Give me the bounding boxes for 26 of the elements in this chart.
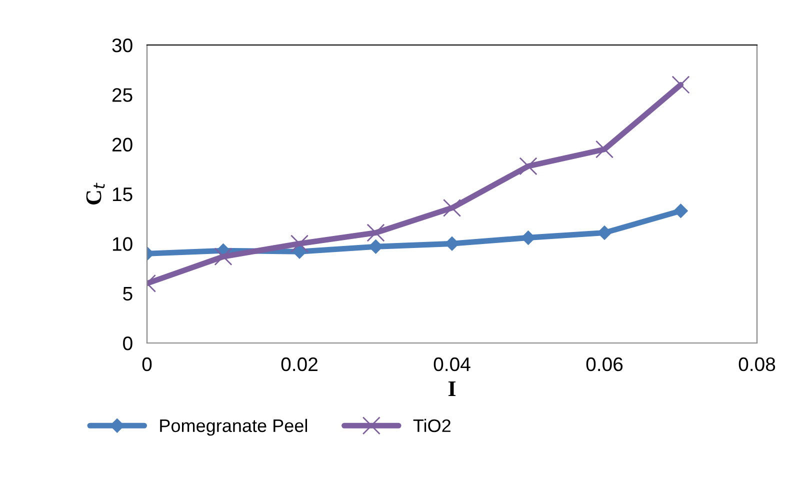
y-tick-label: 20 bbox=[112, 138, 132, 152]
x-axis-title: I bbox=[448, 381, 456, 396]
point bbox=[672, 76, 690, 94]
point bbox=[368, 239, 383, 254]
x-tick-label: 0.08 bbox=[738, 357, 776, 372]
y-tick-label: 15 bbox=[112, 188, 132, 202]
x-tick-label: 0 bbox=[142, 357, 152, 372]
point bbox=[442, 198, 462, 217]
point bbox=[674, 204, 688, 218]
point bbox=[214, 248, 232, 266]
point bbox=[290, 234, 309, 253]
point bbox=[595, 140, 614, 158]
y-tick-label: 0 bbox=[123, 336, 132, 350]
point bbox=[366, 224, 385, 242]
x-tick-label: 0.04 bbox=[434, 357, 470, 372]
y-tick-label: 25 bbox=[112, 88, 132, 102]
y-tick-label: 5 bbox=[123, 287, 132, 301]
y-tick-label: 10 bbox=[112, 237, 132, 251]
legend-label: TiO2 bbox=[413, 418, 450, 432]
y-tick-label: 30 bbox=[112, 38, 132, 52]
legend-label: Pomegranate Peel bbox=[160, 418, 308, 436]
x-tick-label: 0.02 bbox=[281, 357, 318, 372]
point bbox=[521, 230, 536, 245]
y-axis-title: C$_{t}$ bbox=[86, 182, 105, 204]
x-tick-label: 0.06 bbox=[586, 357, 623, 372]
point bbox=[519, 157, 538, 176]
